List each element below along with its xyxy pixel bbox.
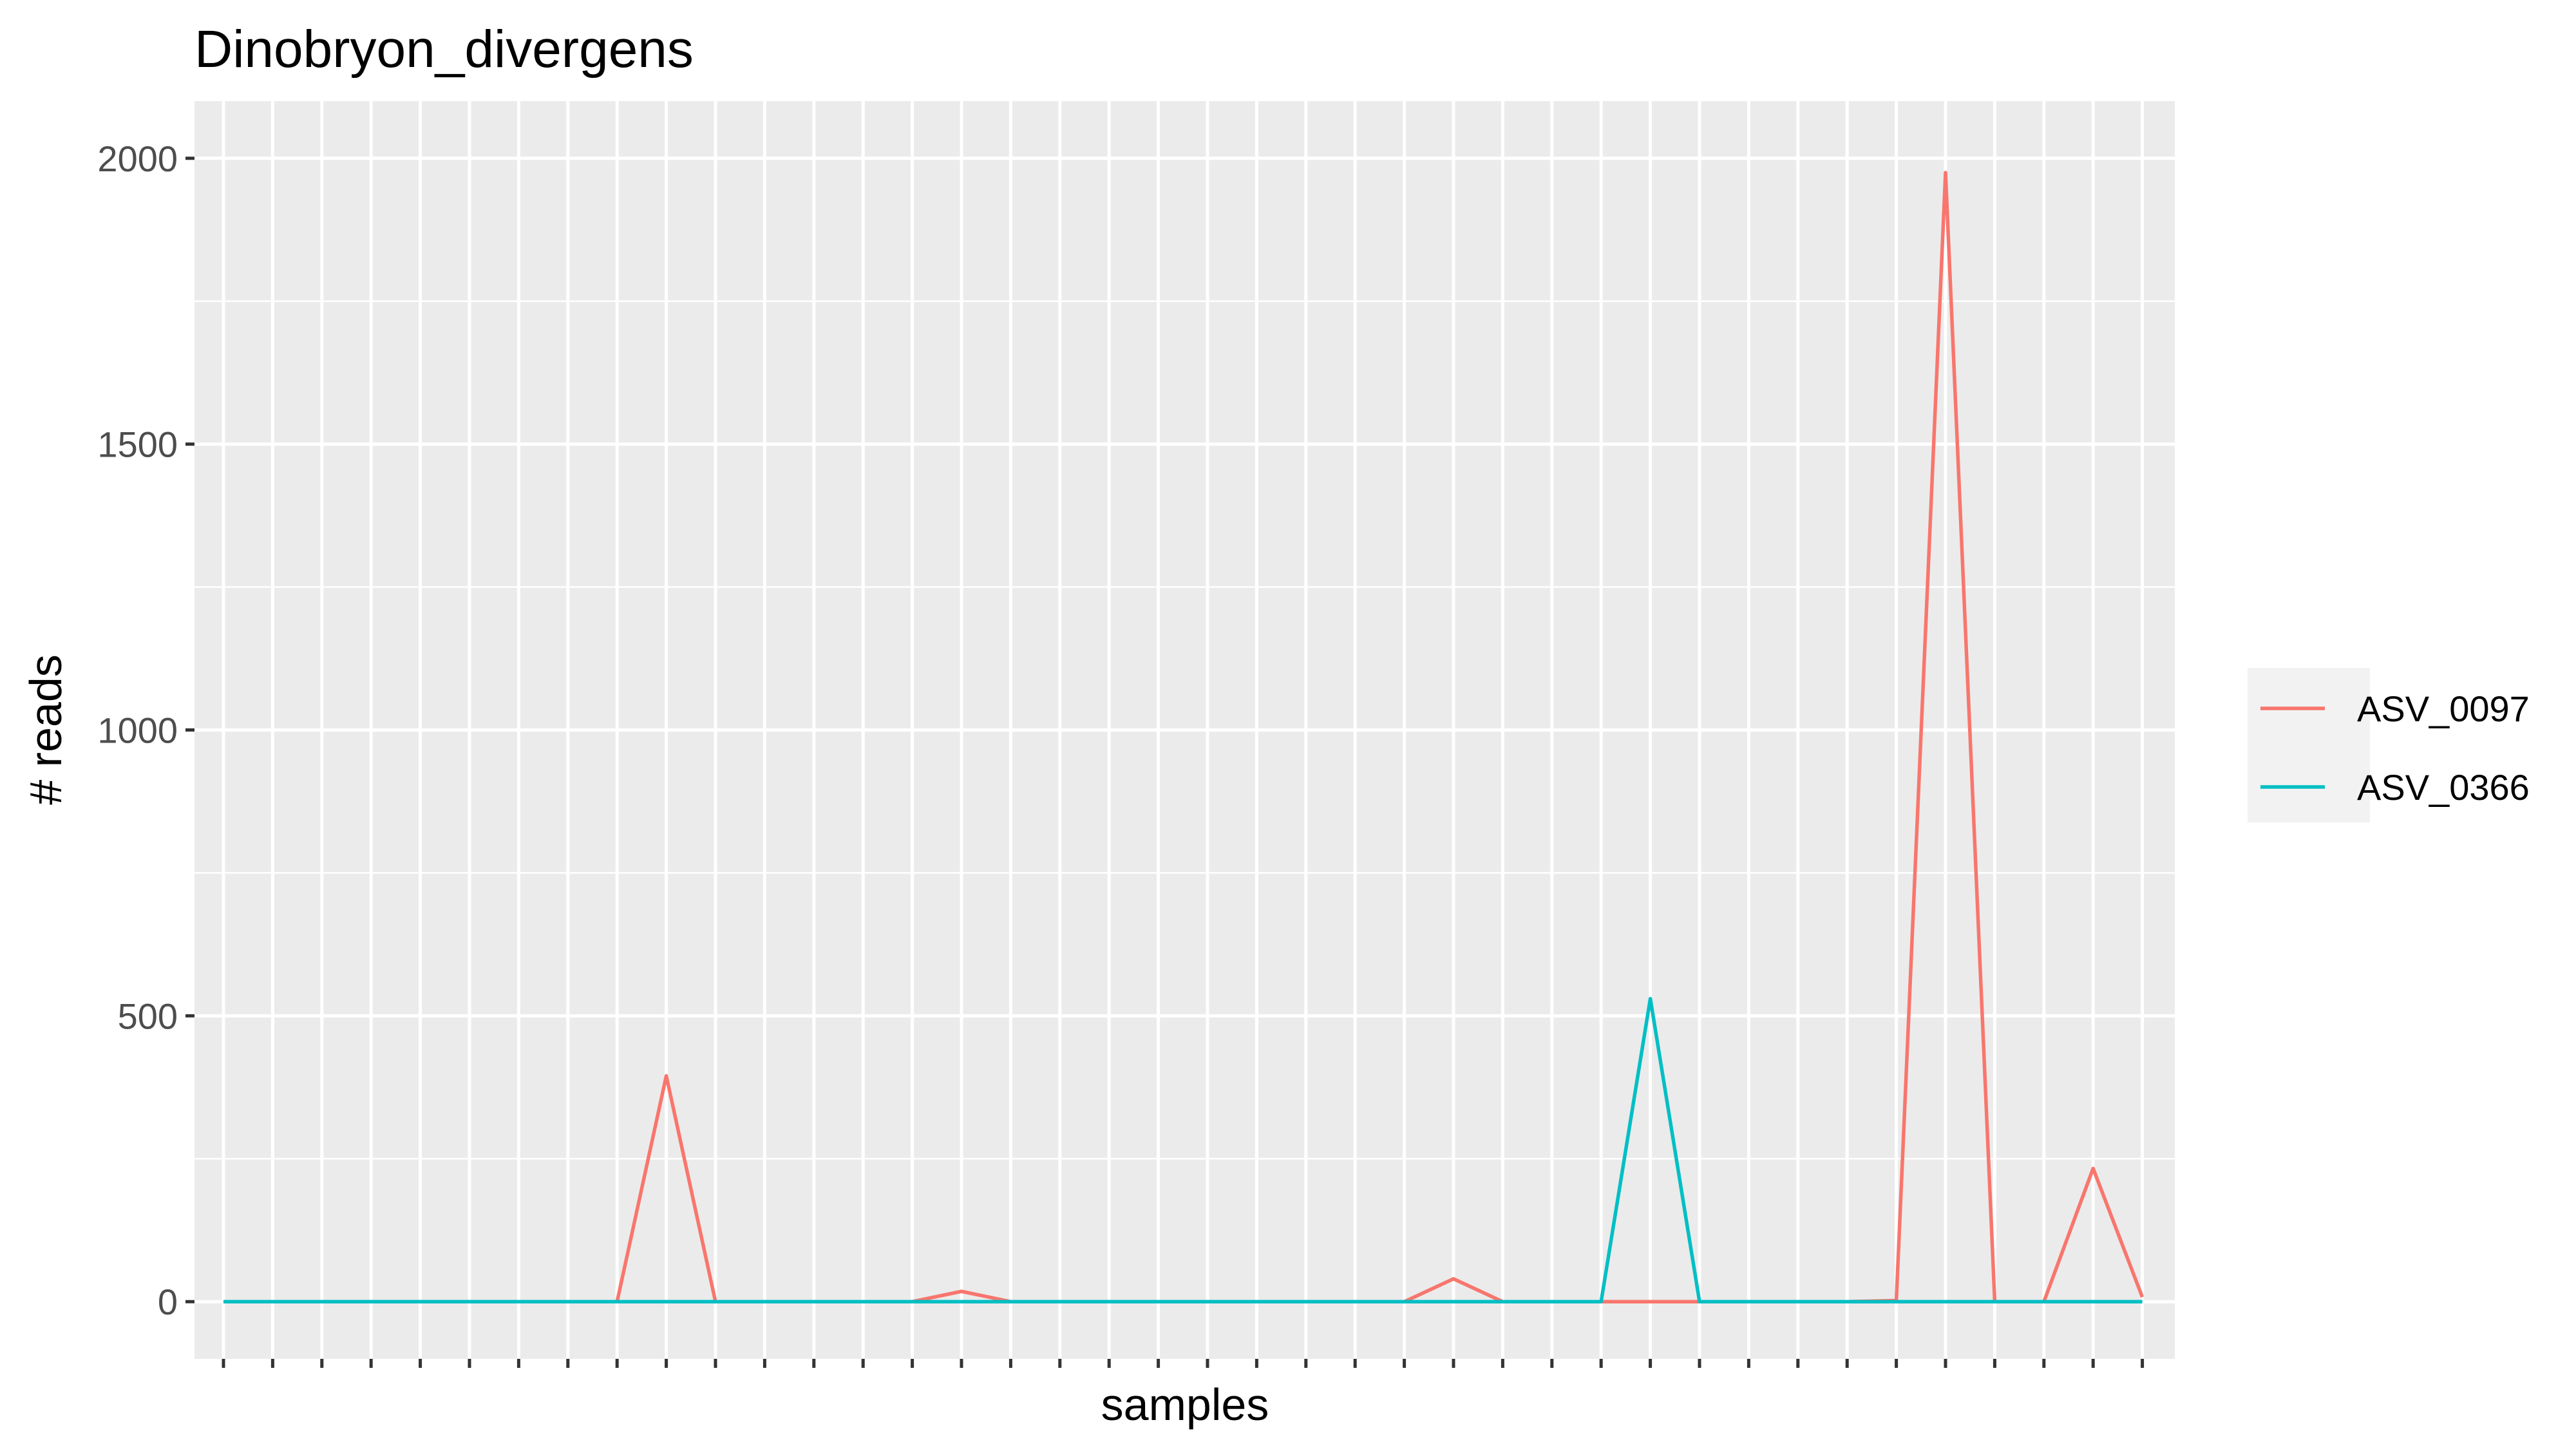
legend-background <box>2248 668 2370 822</box>
series-lines <box>223 171 2145 1303</box>
x-axis <box>222 1359 2145 1368</box>
x-axis-title: samples <box>1101 1379 1269 1430</box>
grid <box>194 101 2175 1359</box>
y-axis-title: # reads <box>21 654 71 804</box>
chart-title: Dinobryon_divergens <box>194 20 694 79</box>
y-tick-label: 1000 <box>97 710 178 751</box>
y-axis: 0 500 1000 1500 2000 <box>97 138 194 1322</box>
y-tick-label: 2000 <box>97 138 178 179</box>
y-tick-label: 1500 <box>97 424 178 465</box>
y-tick-label: 0 <box>158 1282 178 1322</box>
y-tick-label: 500 <box>118 996 178 1036</box>
legend-label-asv_0366: ASV_0366 <box>2357 767 2530 808</box>
legend-label-asv_0097: ASV_0097 <box>2357 688 2530 729</box>
legend: ASV_0097 ASV_0366 <box>2248 668 2530 822</box>
series-line-asv_0366 <box>223 996 2143 1303</box>
